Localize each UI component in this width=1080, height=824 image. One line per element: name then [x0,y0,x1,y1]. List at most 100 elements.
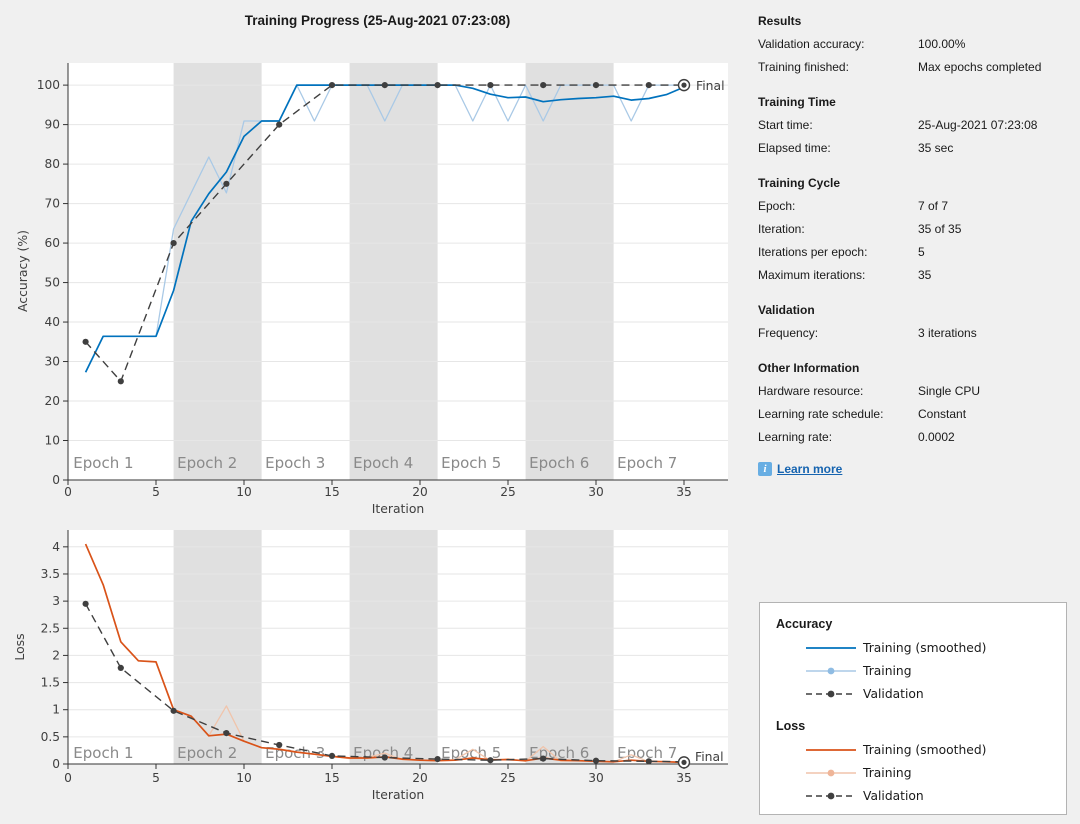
validation-marker [434,756,441,763]
y-tick-label: 3 [52,594,60,608]
row-label: Hardware resource: [758,384,864,398]
y-tick-label: 20 [44,394,60,408]
row-value: 7 of 7 [918,199,949,213]
validation-marker [487,82,494,89]
epoch-label: Epoch 7 [617,744,677,762]
x-tick-label: 5 [152,485,160,499]
epoch-label: Epoch 1 [73,454,133,472]
y-tick-label: 30 [44,355,60,369]
row-label: Elapsed time: [758,141,831,155]
y-tick-label: 0 [52,473,60,487]
validation-marker [592,82,600,89]
y-tick-label: 100 [37,78,60,92]
info-row: Maximum iterations: 35 [758,264,1073,287]
section-header-results: Results [758,14,802,28]
y-tick-label: 1.5 [41,676,60,690]
x-axis-label: Iteration [372,501,425,516]
epoch-label: Epoch 4 [353,454,413,472]
y-tick-label: 0.5 [41,730,60,744]
validation-marker [328,752,336,759]
y-tick-label: 2.5 [41,621,60,635]
epoch-label: Epoch 2 [177,744,237,762]
section-results: Results Validation accuracy: 100.00% Tra… [758,10,1073,79]
section-training-cycle: Training Cycle Epoch: 7 of 7 Iteration: … [758,172,1073,287]
loss-chart: 0 5 10 15 20 25 30 35 0 0.5 1 1.5 2 2.5 3 3.5 4 Epoch 1 Ep… [12,530,728,802]
figure-title: Training Progress (25-Aug-2021 07:23:08) [244,13,511,28]
y-axis-label: Accuracy (%) [15,230,30,312]
legend-item-loss-validation: Validation [776,784,1066,807]
x-tick-label: 20 [412,771,428,785]
epoch-band [349,63,438,480]
section-other-information: Other Information Hardware resource: Sin… [758,357,1073,449]
x-tick-label: 35 [676,485,692,499]
epoch-label: Epoch 5 [441,454,501,472]
info-row: Validation accuracy: 100.00% [758,33,1073,56]
epoch-label: Epoch 6 [529,454,589,472]
validation-marker [540,82,547,89]
validation-marker [276,741,283,749]
legend-item-label: Validation [863,788,924,803]
learn-more-row: i Learn more [758,457,1073,480]
info-row: Learning rate schedule: Constant [758,403,1073,426]
validation-marker [223,180,230,187]
y-tick-label: 60 [44,236,60,250]
row-label: Training finished: [758,60,849,74]
x-tick-label: 10 [236,485,252,499]
legend-item-label: Training [863,663,912,678]
validation-marker [223,730,230,737]
row-value: 35 sec [918,141,954,155]
row-value: 0.0002 [918,430,955,444]
section-header-training-time: Training Time [758,95,836,109]
legend-item-label: Validation [863,686,924,701]
legend-header-loss: Loss [776,719,806,733]
info-row: Learning rate: 0.0002 [758,426,1073,449]
legend-swatch-dashed-marker-line [806,792,856,799]
x-tick-label: 20 [412,485,428,499]
epoch-label: Epoch 1 [73,744,133,762]
learn-more-link[interactable]: Learn more [777,461,843,476]
info-row: Hardware resource: Single CPU [758,380,1073,403]
info-icon: i [758,461,772,476]
y-tick-label: 0 [52,757,60,771]
epoch-label: Epoch 2 [177,454,237,472]
section-header-training-cycle: Training Cycle [758,176,841,190]
info-panel: Results Validation accuracy: 100.00% Tra… [758,10,1073,480]
x-tick-label: 35 [676,771,692,785]
row-value: 100.00% [918,37,966,51]
x-axis-label: Iteration [372,787,425,802]
final-marker-dot [681,759,687,765]
validation-marker [540,755,547,762]
validation-marker [592,757,600,764]
epoch-band [349,530,438,764]
x-tick-label: 25 [500,771,516,785]
row-label: Frequency: [758,326,819,340]
x-tick-label: 15 [324,485,340,499]
epoch-band [173,63,262,480]
x-tick-label: 0 [64,771,72,785]
legend-swatch-dashed-marker-line [806,690,856,697]
section-training-time: Training Time Start time: 25-Aug-2021 07… [758,91,1073,160]
info-row: Iteration: 35 of 35 [758,218,1073,241]
row-value: 35 [918,268,932,282]
y-tick-label: 3.5 [41,567,60,581]
row-label: Iterations per epoch: [758,245,868,259]
row-label: Learning rate schedule: [758,407,884,421]
validation-marker [82,338,89,345]
info-row: Epoch: 7 of 7 [758,195,1073,218]
legend-item-label: Training (smoothed) [863,640,987,655]
y-tick-label: 40 [44,315,60,329]
x-tick-label: 25 [500,485,516,499]
accuracy-chart: 0 5 10 15 20 25 30 35 0 10 20 30 40 50 60 70 80 90 100 Epoc… [15,63,728,516]
row-label: Epoch: [758,199,796,213]
y-tick-label: 4 [52,540,60,554]
x-tick-label: 15 [324,771,340,785]
x-tick-label: 30 [588,771,604,785]
validation-marker [117,664,124,671]
legend-item-accuracy-validation: Validation [776,682,1066,705]
epoch-label: Epoch 3 [265,454,325,472]
y-tick-label: 90 [44,118,60,132]
legend-item-accuracy-training: Training [776,659,1066,682]
validation-marker [487,757,494,764]
y-tick-label: 70 [44,197,60,211]
info-row: Training finished: Max epochs completed [758,56,1073,79]
